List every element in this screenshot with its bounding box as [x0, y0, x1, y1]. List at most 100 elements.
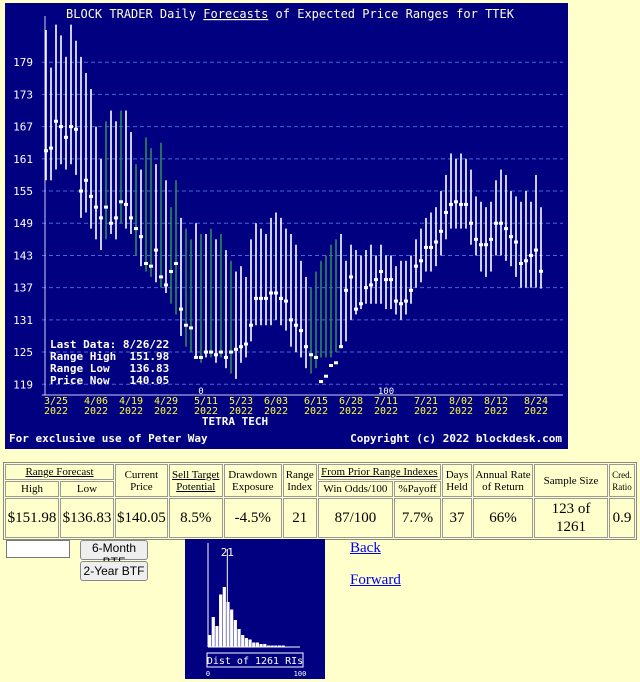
- link[interactable]: Forward: [350, 572, 401, 588]
- x-tick-label: 4/29: [154, 396, 178, 407]
- x-tick-label: 0: [206, 670, 210, 678]
- x-tick-label: 6/28: [339, 396, 363, 407]
- histogram-bar: [237, 629, 241, 647]
- subheader: %Payoff: [394, 481, 441, 497]
- x-tick-year: 2022: [194, 406, 218, 417]
- histogram-bar: [222, 587, 226, 647]
- title-part: of Expected Price Ranges for TTEK: [268, 7, 514, 21]
- price-marker: [424, 245, 428, 249]
- price-marker: [444, 211, 448, 214]
- histogram-bar: [241, 635, 245, 647]
- price-marker: [149, 264, 153, 268]
- header: Cred. Ratio: [609, 464, 635, 497]
- footer-left: For exclusive use of Peter Way: [9, 432, 208, 445]
- price-marker: [409, 288, 413, 292]
- button[interactable]: 2-Year BTF: [80, 561, 148, 581]
- value-cell: 21: [282, 498, 317, 538]
- y-tick-label: 155: [13, 185, 33, 198]
- price-marker: [254, 296, 258, 300]
- price-marker: [439, 229, 443, 233]
- range-index-marker: 0: [198, 387, 203, 397]
- price-marker: [194, 355, 198, 359]
- y-tick-label: 143: [13, 249, 33, 262]
- subheader: Low: [60, 481, 114, 497]
- price-marker: [534, 248, 538, 252]
- range-index-label: 21: [221, 546, 234, 559]
- x-tick-label: 100: [294, 670, 307, 678]
- price-marker: [484, 243, 488, 247]
- header: Sell Target Potential: [168, 464, 223, 497]
- price-marker: [104, 205, 108, 209]
- info-line: Last Data: 8/26/22: [50, 338, 169, 351]
- histogram-bar: [263, 644, 267, 647]
- price-marker: [59, 125, 63, 129]
- range-index-histogram: Dist of 1261 RIs 21 0 100: [185, 539, 325, 679]
- histogram-bar: [266, 645, 271, 647]
- header: Current Price: [115, 464, 168, 497]
- price-marker: [189, 326, 193, 330]
- x-tick-label: 3/25: [44, 396, 68, 407]
- price-marker: [214, 353, 218, 357]
- price-marker: [249, 323, 253, 327]
- price-marker: [244, 342, 248, 346]
- price-marker: [529, 253, 533, 257]
- value-cell: $151.98: [5, 498, 59, 538]
- price-marker: [69, 125, 73, 129]
- x-tick-label: 6/15: [304, 396, 328, 407]
- price-marker: [389, 278, 393, 282]
- header: Sample Size: [534, 464, 608, 497]
- button[interactable]: 6-Month BTF: [80, 540, 148, 569]
- price-marker: [329, 363, 333, 367]
- x-tick-label: 8/02: [449, 396, 473, 407]
- price-marker: [469, 221, 473, 225]
- title-part: BLOCK TRADER Daily: [66, 7, 203, 21]
- x-tick-year: 2022: [484, 406, 508, 417]
- price-marker: [44, 149, 48, 153]
- price-marker: [464, 202, 468, 206]
- price-marker: [89, 194, 93, 198]
- price-marker: [109, 221, 113, 225]
- subheader: High: [5, 481, 59, 497]
- price-marker: [284, 299, 288, 303]
- price-marker: [364, 286, 368, 290]
- price-marker: [504, 227, 508, 231]
- price-marker: [509, 235, 513, 239]
- y-tick-label: 137: [13, 282, 33, 295]
- price-marker: [164, 283, 168, 287]
- price-marker: [234, 347, 238, 351]
- value-cell: 87/100: [317, 498, 394, 538]
- header: Range Index: [282, 464, 317, 497]
- price-marker: [379, 270, 383, 274]
- price-marker: [279, 296, 283, 300]
- price-marker: [159, 275, 163, 279]
- value-cell: $136.83: [60, 498, 114, 538]
- value-cell: 8.5%: [168, 498, 223, 538]
- price-marker: [169, 270, 173, 274]
- price-marker: [499, 221, 503, 225]
- y-tick-label: 125: [13, 346, 33, 359]
- price-marker: [524, 259, 528, 263]
- price-marker: [54, 119, 58, 123]
- x-tick-label: 8/12: [484, 396, 508, 407]
- y-tick-label: 119: [13, 378, 33, 391]
- price-marker: [489, 237, 493, 241]
- value-cell: 0.9: [609, 498, 635, 538]
- price-marker: [49, 146, 53, 150]
- histogram-bar: [230, 609, 234, 647]
- price-marker: [479, 243, 483, 247]
- price-marker: [124, 202, 128, 206]
- price-marker: [79, 189, 83, 193]
- value-cell: 123 of 1261: [534, 498, 608, 538]
- price-marker: [229, 350, 233, 354]
- link[interactable]: Back: [350, 540, 381, 556]
- title-part: Forecasts: [203, 7, 268, 21]
- price-marker: [74, 127, 78, 131]
- symbol-input[interactable]: [6, 540, 70, 558]
- price-marker: [259, 296, 263, 300]
- price-marker: [119, 200, 123, 204]
- price-marker: [474, 237, 478, 241]
- x-tick-year: 2022: [119, 406, 143, 417]
- histogram-bar: [255, 642, 260, 647]
- price-marker: [174, 261, 178, 265]
